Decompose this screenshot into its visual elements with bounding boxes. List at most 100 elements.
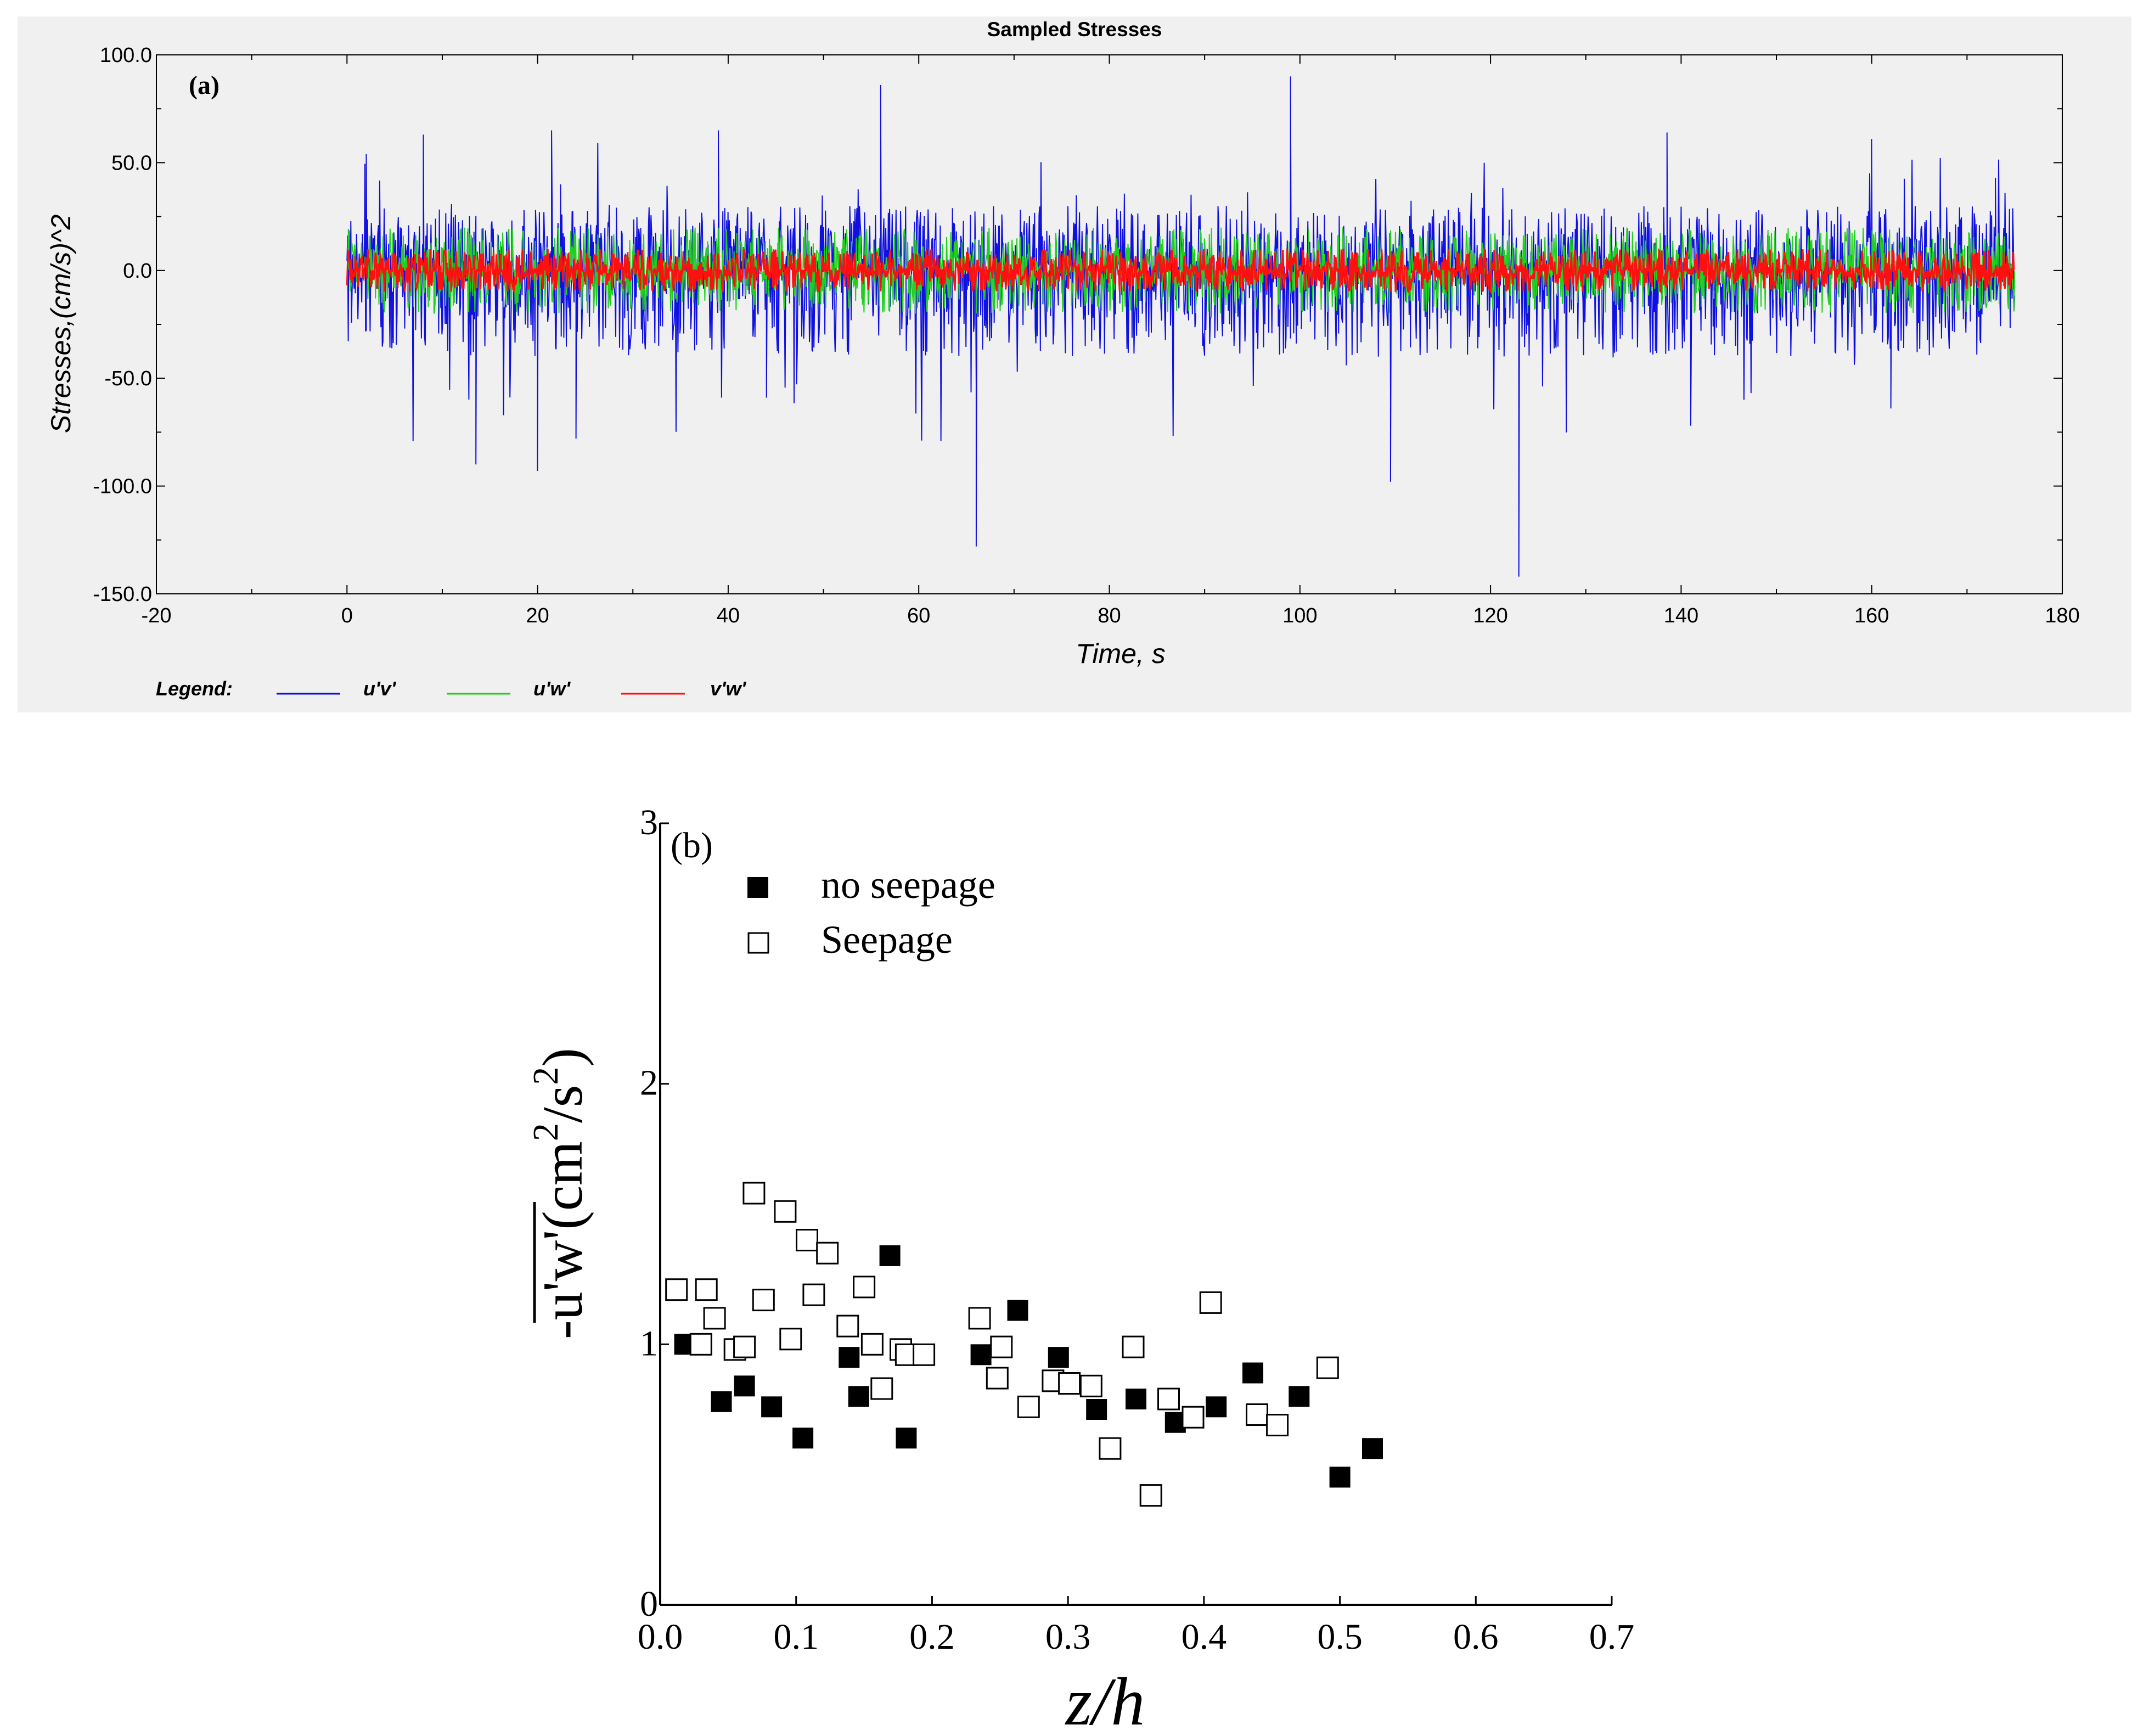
chart-b-ytick-label: 1: [640, 1323, 658, 1363]
chart-a-ytick-label: 100.0: [100, 44, 152, 67]
chart-a-xtick-label: 40: [717, 604, 740, 627]
point-seepage: [968, 1307, 991, 1330]
chart-a-xtick-label: 160: [1854, 604, 1889, 627]
chart-a-xtick-label: -20: [142, 604, 172, 627]
legend-marker-no-seepage: [747, 877, 768, 898]
chart-b-xtick-label: 0.1: [773, 1617, 819, 1657]
chart-b-points: [665, 1182, 1383, 1507]
point-no-seepage: [1362, 1438, 1383, 1459]
point-no-seepage: [1086, 1399, 1107, 1420]
legend-item-uv: u'v': [277, 677, 397, 700]
point-seepage: [1122, 1335, 1145, 1358]
point-seepage: [1157, 1387, 1180, 1411]
chart-a-ytick-label: 0.0: [123, 260, 152, 283]
point-no-seepage: [734, 1375, 755, 1397]
point-seepage: [870, 1377, 893, 1400]
chart-a-series: [346, 76, 2016, 577]
chart-b-xtick-label: 0.7: [1589, 1617, 1635, 1657]
chart-a: Sampled Stresses -20 0 20 40 60 80 100 120 140 16…: [46, 18, 2080, 700]
point-no-seepage: [1242, 1362, 1263, 1384]
point-seepage: [913, 1343, 936, 1366]
point-seepage: [836, 1314, 859, 1338]
point-no-seepage: [1048, 1347, 1069, 1368]
chart-b: 0.0 0.1 0.2 0.3 0.4 0.5 0.6 0.7 0 1 2 3 (b) no seep…: [526, 802, 1635, 1734]
chart-b-panel-label: (b): [671, 825, 713, 866]
chart-b-xtick-label: 0.3: [1045, 1617, 1091, 1657]
point-no-seepage: [839, 1347, 860, 1368]
point-seepage: [774, 1200, 797, 1223]
point-seepage: [853, 1276, 876, 1299]
point-seepage: [779, 1328, 802, 1351]
chart-b-xtick-label: 0.0: [638, 1617, 683, 1657]
point-no-seepage: [792, 1428, 814, 1449]
point-seepage: [1182, 1406, 1205, 1429]
legend-label-uv: u'v': [363, 677, 397, 700]
chart-b-ylabel-unit-mid: /s: [531, 1085, 594, 1123]
chart-a-xlabel: Time, s: [1076, 638, 1165, 669]
point-seepage: [1017, 1395, 1040, 1418]
chart-b-ytick-label: 0: [640, 1584, 658, 1624]
chart-a-xtick-label: 20: [526, 604, 549, 627]
chart-a-xtick-label: 60: [907, 604, 930, 627]
point-seepage: [990, 1335, 1013, 1358]
chart-a-panel: Sampled Stresses -20 0 20 40 60 80 100 120 140 16…: [18, 16, 2131, 712]
point-seepage: [1246, 1403, 1268, 1426]
chart-a-ytick-label: 50.0: [111, 151, 152, 175]
chart-a-xtick-label: 100: [1282, 604, 1317, 627]
point-seepage: [695, 1278, 718, 1301]
legend-label-vw: v'w': [710, 677, 747, 700]
chart-a-title: Sampled Stresses: [987, 18, 1162, 41]
point-seepage: [860, 1333, 884, 1356]
chart-b-ylabel-sup2: 2: [526, 1067, 566, 1085]
chart-a-xtick-label: 0: [341, 604, 353, 627]
point-no-seepage: [1329, 1467, 1351, 1488]
chart-a-ylabel: Stresses,(cm/s)^2: [46, 215, 76, 434]
point-seepage: [802, 1283, 825, 1306]
legend-label-no-seepage: no seepage: [821, 863, 995, 907]
chart-a-panel-label: (a): [189, 71, 220, 100]
chart-b-xtick-label: 0.6: [1453, 1617, 1499, 1657]
point-seepage: [689, 1333, 712, 1356]
point-seepage: [796, 1229, 818, 1251]
point-seepage: [665, 1278, 688, 1301]
chart-b-ylabel-unit-close: ): [531, 1048, 594, 1067]
chart-b-legend: no seepage Seepage: [747, 863, 995, 962]
point-seepage: [816, 1241, 839, 1265]
point-seepage: [1058, 1372, 1081, 1395]
point-seepage: [1139, 1484, 1162, 1507]
chart-a-legend-title: Legend:: [156, 677, 233, 700]
legend-label-seepage: Seepage: [821, 918, 953, 962]
point-no-seepage: [1289, 1386, 1310, 1407]
svg-text:-u'w'(cm2/s2): -u'w'(cm2/s2): [526, 1048, 594, 1339]
point-no-seepage: [711, 1391, 732, 1412]
point-no-seepage: [1007, 1300, 1028, 1321]
chart-b-xlabel: z/h: [1065, 1664, 1145, 1734]
chart-b-ylabel: -u'w'(cm2/s2): [526, 1048, 594, 1339]
chart-b-ytick-label: 3: [640, 802, 658, 842]
chart-b-ylabel-sup1: 2: [526, 1123, 566, 1141]
chart-b-xtick-label: 0.2: [909, 1617, 955, 1657]
point-no-seepage: [970, 1344, 992, 1366]
chart-b-xtick-label: 0.4: [1182, 1617, 1227, 1657]
chart-b-xtick-label: 0.5: [1317, 1617, 1363, 1657]
chart-b-ylabel-unit-open: (cm: [531, 1141, 594, 1230]
point-seepage: [742, 1182, 766, 1205]
point-seepage: [1316, 1356, 1339, 1379]
chart-a-xtick-label: 180: [2045, 604, 2079, 627]
chart-a-ticks: -20 0 20 40 60 80 100 120 140 160 180 100.0 50.0 0.0 -…: [93, 44, 2079, 627]
legend-item-vw: v'w': [621, 677, 747, 700]
point-seepage: [733, 1335, 756, 1358]
chart-a-xtick-label: 80: [1098, 604, 1121, 627]
chart-a-xtick-label: 120: [1473, 604, 1507, 627]
chart-b-ticks: 0.0 0.1 0.2 0.3 0.4 0.5 0.6 0.7 0 1 2 3: [638, 802, 1635, 1657]
point-no-seepage: [896, 1428, 917, 1449]
point-no-seepage: [879, 1245, 901, 1266]
chart-a-ytick-label: -50.0: [104, 367, 152, 390]
chart-a-ytick-label: -100.0: [93, 475, 152, 498]
point-seepage: [1079, 1374, 1102, 1397]
legend-item-uw: u'w': [447, 677, 571, 700]
chart-a-xtick-label: 140: [1664, 604, 1698, 627]
chart-a-series-line: [346, 227, 2016, 314]
point-no-seepage: [1206, 1396, 1227, 1418]
point-no-seepage: [761, 1396, 783, 1418]
